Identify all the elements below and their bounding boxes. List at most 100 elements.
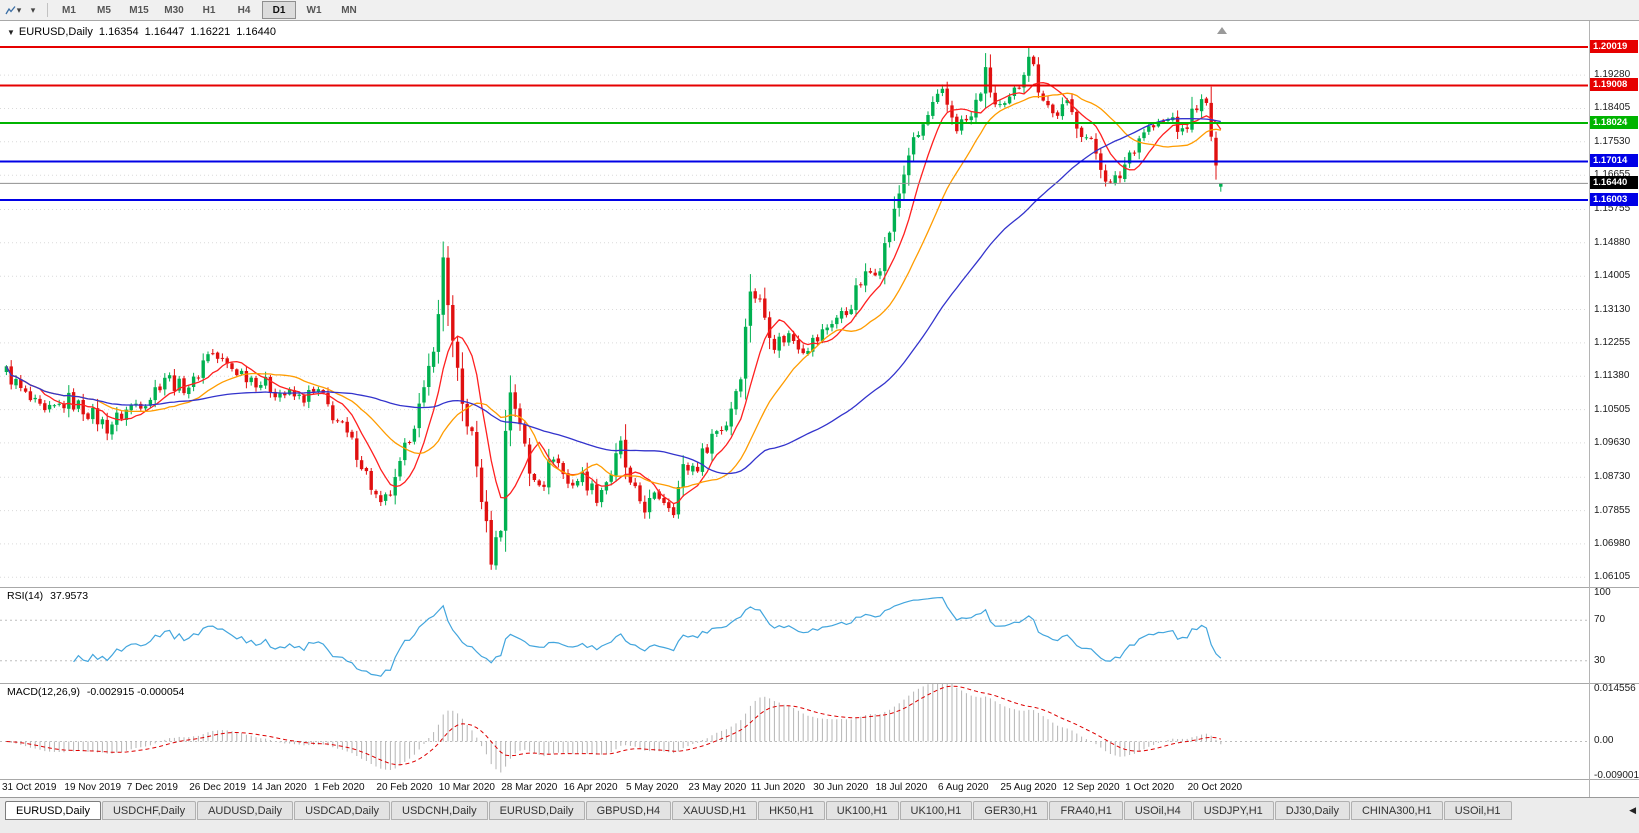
timeframe-button-d1[interactable]: D1 [262, 1, 296, 19]
timeframe-button-m30[interactable]: M30 [164, 4, 184, 16]
time-label: 18 Jul 2020 [875, 782, 928, 793]
price-line-badge: 1.16003 [1590, 193, 1638, 207]
macd-values: -0.002915 -0.000054 [86, 686, 185, 698]
time-label: 20 Feb 2020 [376, 782, 433, 793]
macd-name: MACD(12,26,9) [7, 686, 80, 698]
timeframe-button-mn[interactable]: MN [341, 4, 357, 16]
price-line-badge: 1.17014 [1590, 154, 1638, 168]
price-tick: 1.09630 [1594, 436, 1631, 448]
price-tick: 1.06980 [1594, 537, 1631, 549]
price-tick: 1.18405 [1594, 102, 1631, 114]
time-label: 30 Jun 2020 [813, 782, 869, 793]
chart-tab-fra40-h1[interactable]: FRA40,H1 [1049, 801, 1123, 820]
price-chart[interactable] [0, 21, 1639, 587]
quote-symbol: EURUSD,Daily [18, 26, 93, 38]
macd-axis[interactable]: 0.014556 0.00 -0.009001 [1590, 683, 1639, 781]
chart-tab-audusd-daily[interactable]: AUDUSD,Daily [197, 801, 294, 820]
chart-tab-usdjpy-h1[interactable]: USDJPY,H1 [1192, 801, 1274, 820]
chart-quote-line: ▼ EURUSD,Daily 1.16354 1.16447 1.16221 1.1644… [7, 26, 276, 38]
chart-tab-eurusd-daily[interactable]: EURUSD,Daily [488, 801, 585, 820]
chart-tab-hk50-h1[interactable]: HK50,H1 [758, 801, 825, 820]
rsi-axis[interactable]: 100 70 30 [1590, 587, 1639, 683]
chart-tab-dj30-daily[interactable]: DJ30,Daily [1274, 801, 1350, 820]
time-label: 19 Nov 2019 [64, 782, 122, 793]
panel-separator[interactable] [0, 587, 1639, 588]
line-chart-icon [5, 5, 16, 14]
chart-tab-gbpusd-h4[interactable]: GBPUSD,H4 [585, 801, 672, 820]
time-label: 5 May 2020 [626, 782, 679, 793]
chart-type-button[interactable]: ▾ [3, 2, 23, 19]
time-label: 10 Mar 2020 [438, 782, 495, 793]
price-line-badge: 1.19008 [1590, 78, 1638, 92]
chart-dropdown-button[interactable]: ▾ [23, 2, 43, 19]
timeframe-button-m15[interactable]: M15 [129, 4, 149, 16]
price-tick: 1.07855 [1594, 504, 1631, 516]
timeframe-button-w1[interactable]: W1 [306, 4, 322, 16]
price-tick: 1.16655 [1594, 169, 1631, 181]
panel-separator [0, 779, 1639, 780]
price-tick: 1.13130 [1594, 303, 1631, 315]
price-shift-marker [1217, 27, 1227, 34]
chart-tab-usdchf-daily[interactable]: USDCHF,Daily [101, 801, 197, 820]
time-label: 25 Aug 2020 [1000, 782, 1057, 793]
time-label: 7 Dec 2019 [126, 782, 178, 793]
price-axis-border [1589, 21, 1590, 797]
rsi-axis-label: 30 [1594, 654, 1606, 666]
macd-panel[interactable] [0, 684, 1639, 779]
time-label: 26 Dec 2019 [189, 782, 246, 793]
price-tick: 1.19280 [1594, 69, 1631, 81]
chart-tab-usoil-h1[interactable]: USOil,H1 [1443, 801, 1512, 820]
price-axis[interactable]: 1.19280 1.18405 1.17530 1.16655 1.15755 1.148… [1590, 21, 1639, 587]
chevron-down-icon: ▾ [16, 4, 22, 15]
time-label: 28 Mar 2020 [501, 782, 558, 793]
timeframe-button-m5[interactable]: M5 [97, 4, 111, 16]
quote-open: 1.16354 [98, 26, 139, 38]
price-tick: 1.08730 [1594, 471, 1631, 483]
time-label: 23 May 2020 [688, 782, 747, 793]
quote-high: 1.16447 [144, 26, 185, 38]
rsi-name: RSI(14) [7, 590, 44, 602]
chart-tab-uk100-h1[interactable]: UK100,H1 [899, 801, 973, 820]
time-label: 1 Oct 2020 [1125, 782, 1175, 793]
time-label: 11 Jun 2020 [750, 782, 806, 793]
timeframe-button-m1[interactable]: M1 [62, 4, 76, 16]
rsi-axis-label: 100 [1594, 587, 1611, 598]
price-tick: 1.15755 [1594, 203, 1631, 215]
chart-tabs-bar: EURUSD,Daily USDCHF,Daily AUDUSD,Daily USDC… [0, 797, 1639, 833]
quote-low: 1.16221 [190, 26, 231, 38]
panel-separator[interactable] [0, 683, 1639, 684]
macd-axis-label: 0.014556 [1594, 683, 1636, 694]
chart-tab-ger30-h1[interactable]: GER30,H1 [973, 801, 1049, 820]
chevron-down-icon: ▾ [30, 4, 36, 15]
price-tick: 1.12255 [1594, 336, 1631, 348]
time-label: 20 Oct 2020 [1187, 782, 1243, 793]
time-label: 1 Feb 2020 [314, 782, 365, 793]
timeframe-button-h4[interactable]: H4 [237, 4, 251, 16]
rsi-panel[interactable] [0, 588, 1639, 683]
objects-collapse-icon[interactable]: ▼ [7, 28, 15, 37]
chart-tab-uk100-h1[interactable]: UK100,H1 [825, 801, 899, 820]
chart-tab-eurusd-daily[interactable]: EURUSD,Daily [5, 801, 101, 820]
chart-tab-usdcnh-daily[interactable]: USDCNH,Daily [391, 801, 488, 820]
rsi-label: RSI(14) 37.9573 [7, 590, 88, 602]
tabs-scroll-left-button[interactable]: ◀ [1629, 805, 1636, 815]
price-tick: 1.17530 [1594, 135, 1631, 147]
toolbar-divider [47, 3, 48, 17]
macd-label: MACD(12,26,9) -0.002915 -0.000054 [7, 686, 184, 698]
timeframe-toolbar: M1 M5 M15 M30 H1 H4 D1 W1 MN [52, 1, 366, 19]
time-label: 16 Apr 2020 [563, 782, 618, 793]
chart-tab-usoil-h4[interactable]: USOil,H4 [1123, 801, 1192, 820]
price-tick: 1.14005 [1594, 270, 1631, 282]
time-axis[interactable]: 31 Oct 2019 19 Nov 2019 7 Dec 2019 26 Dec 2… [0, 780, 1639, 796]
macd-axis-label: -0.009001 [1594, 769, 1639, 781]
quote-close: 1.16440 [236, 26, 276, 38]
timeframe-button-h1[interactable]: H1 [202, 4, 216, 16]
price-tick: 1.06105 [1594, 571, 1631, 583]
macd-axis-label: 0.00 [1594, 735, 1614, 747]
price-tick: 1.11380 [1594, 370, 1630, 382]
chart-tab-xauusd-h1[interactable]: XAUUSD,H1 [672, 801, 758, 820]
chart-tab-usdcad-daily[interactable]: USDCAD,Daily [294, 801, 391, 820]
chart-tab-china300-h1[interactable]: CHINA300,H1 [1350, 801, 1443, 820]
rsi-axis-label: 70 [1594, 614, 1606, 626]
top-toolbar: ▾ ▾ M1 M5 M15 M30 H1 H4 D1 W1 MN [0, 0, 1639, 21]
